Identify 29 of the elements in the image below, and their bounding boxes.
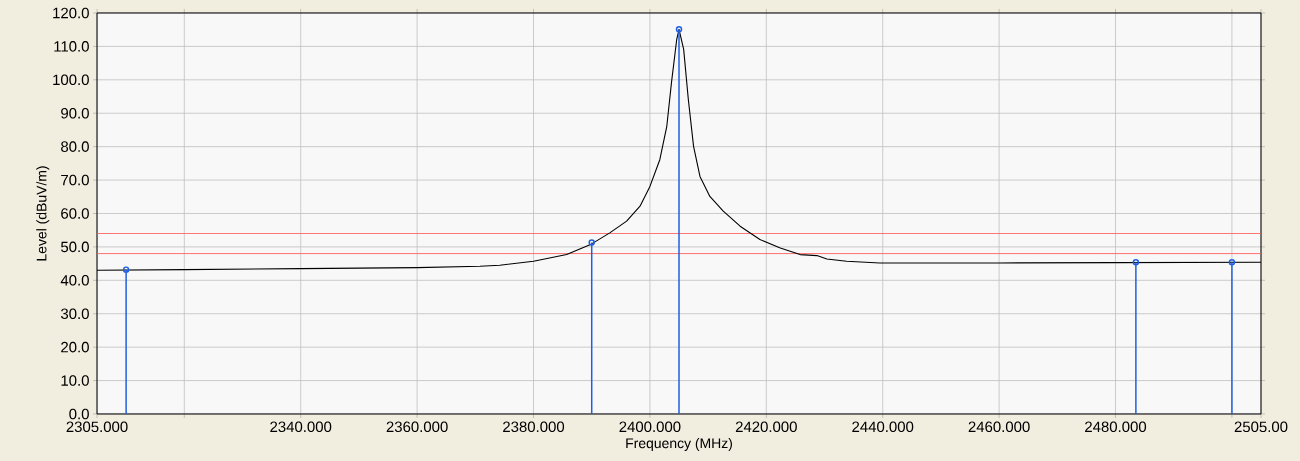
x-axis-title: Frequency (MHz) <box>626 437 732 451</box>
y-tick-label: 100.0 <box>53 74 89 86</box>
x-tick-label: 2305.000 <box>66 421 128 433</box>
y-tick-label: 110.0 <box>54 41 89 52</box>
y-axis-title: Level (dBuV/m) <box>36 166 50 261</box>
x-tick-label: 2460.000 <box>968 421 1030 433</box>
y-tick-label: 0.0 <box>69 408 89 420</box>
point <box>588 239 595 246</box>
y-tick-label: 30.0 <box>60 308 89 320</box>
y-tick-label: 120.0 <box>53 7 89 19</box>
y-tick-label: 70.0 <box>61 174 89 186</box>
y-tick-label: 50.0 <box>61 241 89 253</box>
x-tick-label: 2380.000 <box>503 421 565 433</box>
x-tick-label: 2340.000 <box>270 421 332 433</box>
x-tick-label: 2505.00 <box>1234 421 1288 433</box>
y-tick-label: 20.0 <box>61 341 89 353</box>
y-tick-label: 80.0 <box>61 141 89 152</box>
point <box>675 26 683 33</box>
y-tick-label: 60.0 <box>61 208 89 219</box>
point <box>1132 259 1140 266</box>
x-tick-label: 2480.000 <box>1085 421 1147 433</box>
y-tick-label: 10.0 <box>61 375 89 386</box>
x-tick-label: 2420.000 <box>735 421 797 433</box>
x-tick-label: 2440.000 <box>852 421 914 433</box>
x-tick-label: 2400.000 <box>619 421 681 433</box>
point <box>122 266 130 273</box>
x-tick-label: 2360.000 <box>386 421 448 433</box>
y-tick-label: 90.0 <box>61 107 89 119</box>
y-tick-label: 40.0 <box>60 275 89 286</box>
